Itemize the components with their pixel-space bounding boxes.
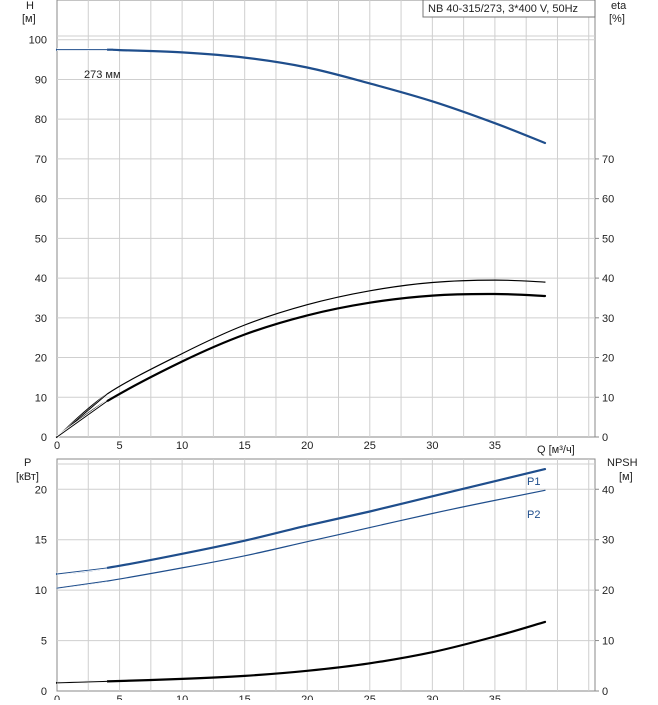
lower-y-left-tick-label: 15	[35, 535, 47, 547]
lower-x-tick-label: 30	[426, 694, 438, 700]
upper-y-left-tick-label: 0	[41, 432, 47, 444]
legend-box-text: NB 40-315/273, 3*400 V, 50Hz	[428, 3, 578, 15]
lower-x-tick-label: 15	[239, 694, 251, 700]
lower-left-axis-unit: [кВт]	[16, 471, 39, 483]
upper-y-right-tick-label: 10	[602, 392, 614, 404]
upper-y-left-tick-label: 20	[35, 353, 47, 365]
upper-series-2-line	[55, 292, 547, 439]
lower-y-right-tick-label: 10	[602, 636, 614, 648]
upper-y-left-tick-label: 50	[35, 233, 47, 245]
upper-y-left-tick-label: 60	[35, 194, 47, 206]
upper-grid	[56, 0, 596, 438]
upper-y-right-tick-label: 60	[602, 194, 614, 206]
upper-y-left-tick-label: 30	[35, 313, 47, 325]
upper-y-left-tick-label: 10	[35, 392, 47, 404]
series-layer	[55, 48, 547, 685]
upper-series-2-lead	[56, 400, 108, 438]
lower-y-right-tick-label: 20	[602, 585, 614, 597]
upper-y-right-tick-label: 0	[602, 432, 608, 444]
p2-label: P2	[527, 509, 540, 521]
impeller-label: 273 мм	[84, 69, 121, 81]
lower-y-left-tick-label: 5	[41, 636, 47, 648]
lower-series-0-lead	[56, 567, 108, 575]
lower-series-2-line	[55, 620, 547, 684]
upper-series-0-line	[55, 48, 547, 145]
upper-x-tick-label: 25	[364, 440, 376, 452]
upper-y-left-tick-label: 70	[35, 154, 47, 166]
lower-y-right-tick-label: 0	[602, 686, 608, 698]
lower-right-axis-name: NPSH	[607, 457, 638, 469]
upper-left-axis-unit: [м]	[22, 13, 36, 25]
upper-right-axis-name: eta	[611, 0, 627, 12]
lower-y-right-tick-label: 40	[602, 484, 614, 496]
x-axis-label: Q [м³/ч]	[537, 444, 575, 456]
lower-y-left-tick-label: 0	[41, 686, 47, 698]
upper-x-tick-label: 5	[116, 440, 122, 452]
lower-series-0-line	[55, 468, 547, 576]
lower-y-right-tick-label: 30	[602, 535, 614, 547]
lower-y-left-tick-label: 20	[35, 484, 47, 496]
lower-x-tick-label: 35	[489, 694, 501, 700]
lower-series-2-lead	[56, 680, 108, 684]
lower-x-tick-label: 10	[176, 694, 188, 700]
upper-x-tick-label: 15	[239, 440, 251, 452]
upper-left-axis-name: H	[26, 0, 34, 12]
lower-left-axis-name: P	[24, 457, 31, 469]
upper-y-left-tick-label: 100	[29, 35, 47, 47]
upper-y-right-tick-label: 30	[602, 313, 614, 325]
upper-x-tick-label: 20	[301, 440, 313, 452]
legend-box	[422, 0, 596, 18]
upper-y-right-tick-label: 70	[602, 154, 614, 166]
lower-plot-frame	[56, 458, 596, 692]
upper-x-tick-label: 10	[176, 440, 188, 452]
upper-x-tick-label: 30	[426, 440, 438, 452]
upper-y-right-tick-label: 40	[602, 273, 614, 285]
upper-y-left-tick-label: 40	[35, 273, 47, 285]
lower-x-tick-label: 5	[116, 694, 122, 700]
upper-y-right-tick-label: 20	[602, 353, 614, 365]
upper-series-1-line	[56, 279, 546, 438]
lower-series-1-lead	[56, 580, 108, 589]
upper-x-tick-label: 35	[489, 440, 501, 452]
lower-y-left-tick-label: 10	[35, 585, 47, 597]
upper-y-left-tick-label: 80	[35, 114, 47, 126]
lower-right-axis-unit: [м]	[619, 471, 633, 483]
upper-y-left-tick-label: 90	[35, 74, 47, 86]
lower-x-tick-label: 20	[301, 694, 313, 700]
upper-y-right-tick-label: 50	[602, 233, 614, 245]
lower-grid	[56, 458, 596, 692]
lower-series-1-line	[56, 489, 546, 589]
upper-right-axis-unit: [%]	[609, 13, 625, 25]
upper-plot-frame	[56, 0, 596, 438]
upper-x-tick-label: 0	[54, 440, 60, 452]
lower-x-tick-label: 0	[54, 694, 60, 700]
p1-label: P1	[527, 476, 540, 488]
lower-x-tick-label: 25	[364, 694, 376, 700]
